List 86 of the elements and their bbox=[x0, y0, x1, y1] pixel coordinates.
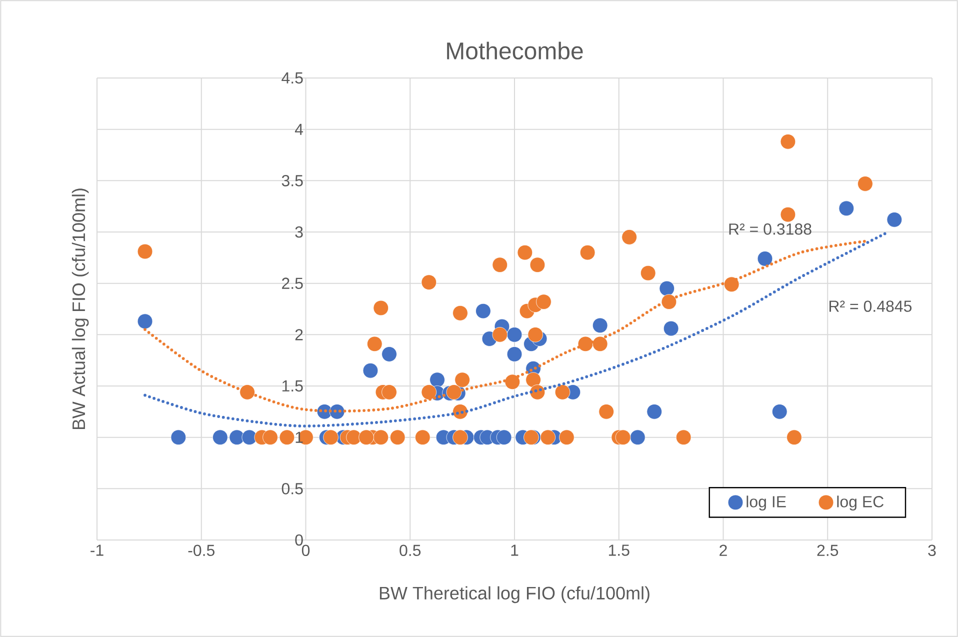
point bbox=[640, 265, 656, 281]
point bbox=[137, 244, 153, 260]
point bbox=[622, 229, 637, 245]
annotation: R² = 0.4845 bbox=[829, 300, 912, 312]
point bbox=[492, 257, 508, 273]
point bbox=[780, 206, 796, 222]
point bbox=[366, 336, 382, 352]
point bbox=[382, 346, 397, 362]
point bbox=[886, 212, 902, 228]
point bbox=[536, 294, 552, 310]
point bbox=[492, 327, 508, 342]
y-tick-label: 0.5 bbox=[282, 483, 303, 494]
y-tick-label: 3.5 bbox=[282, 175, 303, 186]
point bbox=[559, 430, 574, 446]
y-tick-label: 0 bbox=[295, 534, 303, 546]
point bbox=[530, 257, 546, 273]
point bbox=[506, 346, 522, 362]
x-tick-label: 2.5 bbox=[817, 544, 838, 556]
point bbox=[421, 384, 437, 400]
point bbox=[663, 320, 679, 336]
y-tick-label: 2 bbox=[295, 329, 303, 340]
point bbox=[476, 303, 491, 319]
point bbox=[137, 314, 153, 329]
point bbox=[526, 372, 541, 388]
point bbox=[262, 430, 278, 446]
point bbox=[373, 430, 389, 446]
point bbox=[580, 244, 596, 260]
point bbox=[554, 384, 570, 400]
point bbox=[838, 200, 854, 216]
y-tick-label: 4 bbox=[294, 124, 304, 135]
point bbox=[528, 327, 544, 342]
point bbox=[592, 336, 608, 352]
point bbox=[240, 384, 255, 400]
point bbox=[786, 430, 802, 446]
x-tick-label: 1.5 bbox=[608, 544, 630, 556]
point bbox=[346, 430, 362, 446]
point bbox=[615, 430, 631, 446]
point bbox=[446, 384, 462, 400]
point bbox=[454, 372, 470, 388]
point bbox=[279, 430, 295, 446]
point bbox=[659, 280, 675, 296]
point bbox=[373, 300, 389, 316]
chart-title: Mothecombe bbox=[447, 42, 583, 60]
point bbox=[504, 374, 520, 390]
point bbox=[414, 430, 430, 446]
x-axis-title: BW Theretical log FIO (cfu/100ml) bbox=[380, 586, 650, 604]
point bbox=[358, 430, 374, 446]
point bbox=[517, 244, 533, 260]
x-tick-label: 2 bbox=[720, 544, 727, 556]
point bbox=[362, 362, 378, 378]
point bbox=[496, 430, 512, 446]
y-axis-title: BW Actual log FIO (cfu/100ml) bbox=[72, 188, 89, 430]
point bbox=[858, 176, 873, 192]
x-tick-label: -0.5 bbox=[188, 544, 214, 556]
y-tick-label: 1.5 bbox=[282, 380, 303, 392]
legend-label: log IE bbox=[746, 496, 786, 511]
point bbox=[382, 384, 397, 400]
point bbox=[540, 430, 556, 446]
annotation: R² = 0.3188 bbox=[729, 223, 812, 235]
x-tick-label: 3 bbox=[928, 544, 936, 556]
x-tick-label: 1 bbox=[511, 544, 518, 556]
point bbox=[676, 430, 692, 446]
point bbox=[452, 430, 468, 446]
y-tick-label: 3 bbox=[295, 226, 303, 238]
point bbox=[430, 372, 445, 388]
point bbox=[598, 404, 614, 420]
point bbox=[780, 134, 796, 150]
point bbox=[212, 430, 228, 446]
legend-label: log EC bbox=[837, 496, 884, 511]
point bbox=[170, 430, 186, 446]
point bbox=[421, 274, 437, 290]
point bbox=[757, 251, 773, 266]
x-tick-label: 0.5 bbox=[400, 544, 421, 556]
y-tick-label: 2.5 bbox=[282, 278, 303, 289]
point bbox=[630, 430, 646, 446]
point bbox=[390, 430, 406, 446]
point bbox=[772, 404, 788, 420]
point bbox=[592, 318, 608, 334]
point bbox=[646, 404, 662, 420]
point bbox=[506, 327, 522, 342]
point bbox=[661, 294, 677, 310]
y-tick-label: 4.5 bbox=[282, 72, 303, 84]
x-tick-label: -1 bbox=[90, 544, 104, 556]
point bbox=[452, 305, 468, 321]
point bbox=[323, 430, 338, 446]
point bbox=[724, 276, 740, 292]
